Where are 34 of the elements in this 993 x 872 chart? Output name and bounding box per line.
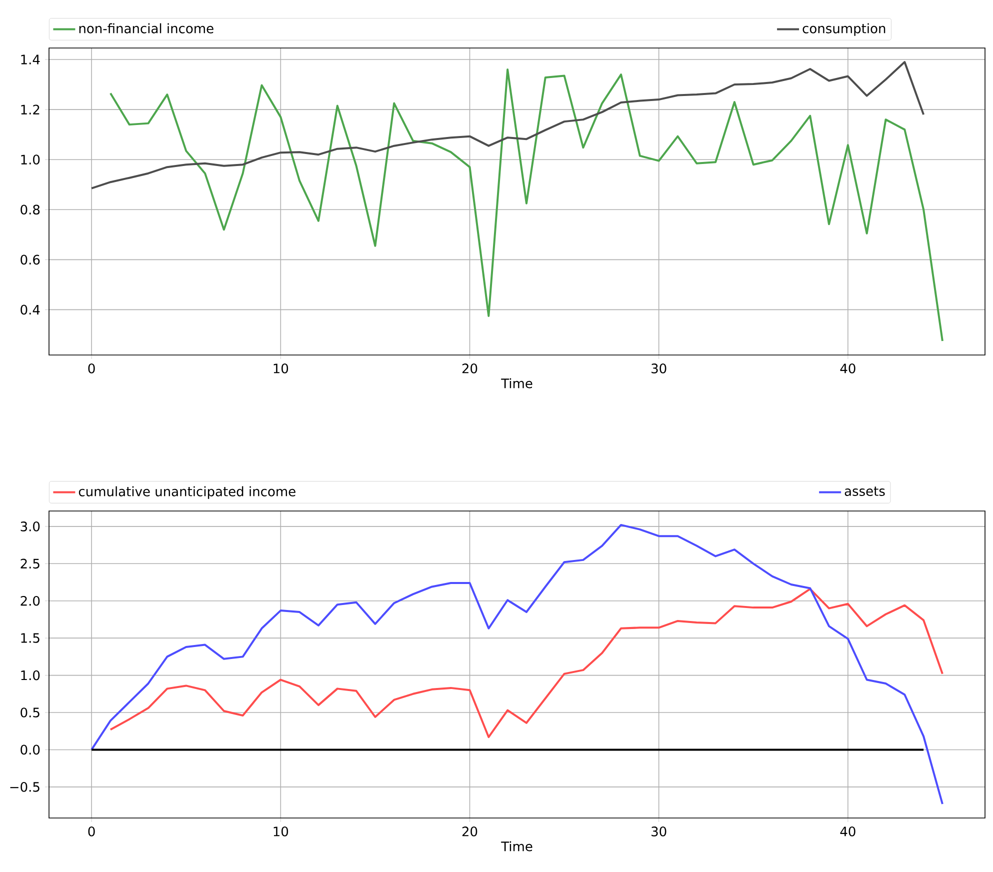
x-axis-title: Time — [501, 378, 532, 388]
x-tick-label: 30 — [652, 826, 666, 836]
y-tick-label: 1.0 — [21, 154, 40, 165]
x-axis-title: Time — [501, 841, 532, 852]
x-tick-label: 10 — [274, 826, 288, 836]
legend-label: assets — [844, 486, 885, 496]
x-tick-label: 40 — [840, 826, 856, 836]
line-series — [109, 588, 944, 738]
legend-label: cumulative unanticipated income — [78, 486, 296, 499]
y-tick-label: 0.6 — [20, 254, 40, 265]
y-tick-label: 1.2 — [21, 104, 40, 114]
y-tick-label: 1.5 — [21, 633, 40, 643]
y-tick-label: 1.4 — [21, 54, 40, 64]
y-tick-label: 1.0 — [21, 670, 40, 680]
y-tick-label: 0.0 — [20, 744, 40, 755]
y-tick-label: 2.5 — [20, 558, 40, 569]
x-tick-label: 10 — [274, 364, 288, 374]
y-tick-label: 0.5 — [20, 708, 40, 718]
legend-label: non-financial income — [79, 23, 214, 34]
line-series — [90, 61, 925, 190]
line-series — [109, 68, 944, 342]
x-tick-label: 40 — [840, 364, 856, 374]
x-tick-label: 30 — [652, 364, 666, 374]
line-series — [90, 524, 944, 806]
y-tick-label: 0.8 — [20, 204, 40, 215]
y-tick-label: 0.4 — [20, 304, 40, 315]
x-tick-label: 0 — [88, 826, 95, 836]
y-tick-label: −0.5 — [10, 782, 40, 792]
x-tick-label: 0 — [88, 364, 95, 374]
y-tick-label: 3.0 — [20, 522, 40, 532]
x-tick-label: 20 — [462, 826, 478, 836]
legend-label: consumption — [802, 23, 886, 36]
y-tick-label: 2.0 — [20, 596, 40, 606]
x-tick-label: 20 — [462, 364, 478, 374]
